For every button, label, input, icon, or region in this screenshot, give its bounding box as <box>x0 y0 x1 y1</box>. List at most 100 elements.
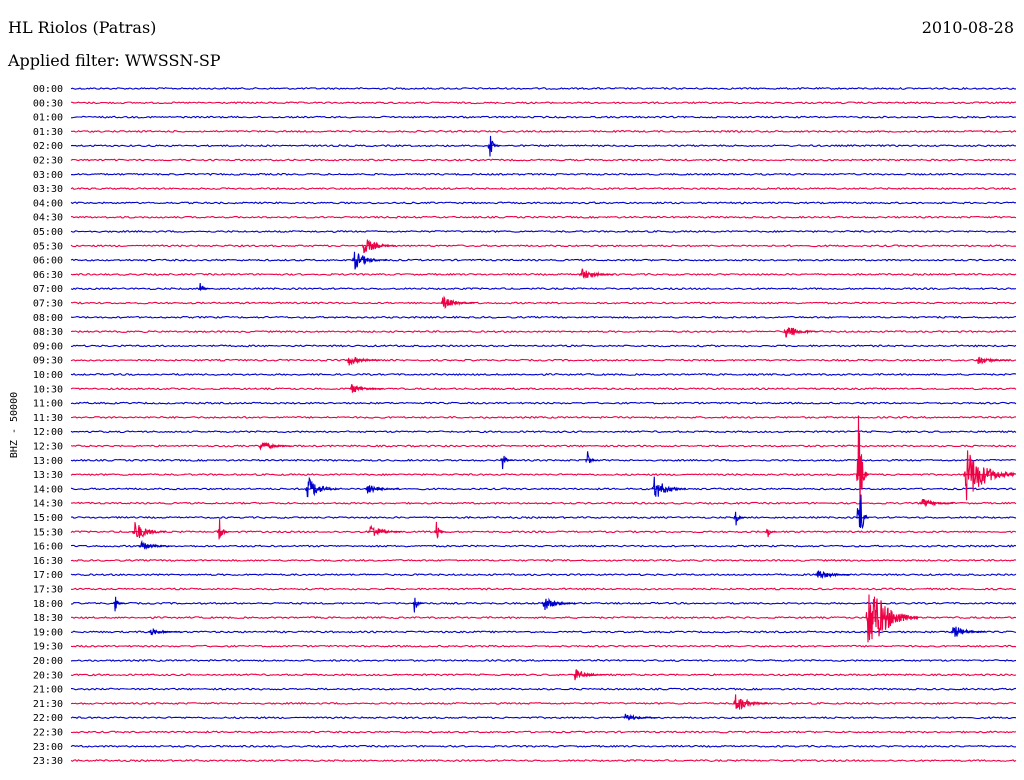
trace-line <box>70 330 1017 334</box>
seismic-event <box>351 251 387 270</box>
seismic-event <box>733 511 746 526</box>
trace-line <box>70 387 1017 391</box>
row-label: 07:00 <box>33 284 63 295</box>
seismic-event <box>147 627 183 636</box>
row-label: 08:00 <box>33 313 63 324</box>
row-label: 08:30 <box>33 327 63 338</box>
seismic-event <box>487 135 501 157</box>
trace-line <box>70 616 1017 620</box>
row-labels: 00:00 00:30 01:00 01:30 02:00 02:30 03:00 03:30… <box>33 84 63 767</box>
seismic-event <box>865 594 919 643</box>
row-label: 19:00 <box>33 627 63 638</box>
trace-line <box>70 244 1017 248</box>
trace-line <box>70 587 1017 591</box>
trace-line <box>70 515 1017 519</box>
trace-line <box>70 530 1017 534</box>
trace-line <box>70 86 1017 90</box>
trace-line <box>70 201 1017 205</box>
row-label: 12:00 <box>33 427 63 438</box>
row-label: 17:30 <box>33 585 63 596</box>
trace-line <box>70 401 1017 405</box>
row-label: 14:30 <box>33 499 63 510</box>
trace-line <box>70 673 1017 677</box>
row-label: 10:00 <box>33 370 63 381</box>
seismic-event <box>197 283 211 292</box>
row-label: 15:30 <box>33 527 63 538</box>
trace-line <box>70 558 1017 562</box>
seismic-event <box>433 521 447 539</box>
seismic-event <box>440 295 475 310</box>
seismic-event <box>364 485 400 494</box>
row-label: 00:30 <box>33 98 63 109</box>
row-label: 11:00 <box>33 399 63 410</box>
row-label: 11:30 <box>33 413 63 424</box>
row-label: 10:30 <box>33 384 63 395</box>
trace-line <box>70 115 1017 119</box>
row-label: 06:00 <box>33 256 63 267</box>
row-label: 16:30 <box>33 556 63 567</box>
trace-line <box>70 744 1017 748</box>
seismic-event <box>500 455 513 470</box>
station-title: HL Riolos (Patras) <box>8 18 157 37</box>
seismic-event <box>651 476 687 497</box>
filter-subtitle: Applied filter: WWSSN-SP <box>8 51 221 70</box>
row-label: 04:00 <box>33 198 63 209</box>
seismic-event <box>975 356 1011 365</box>
seismic-event <box>783 327 819 338</box>
seismic-event <box>541 597 576 611</box>
row-label: 09:30 <box>33 356 63 367</box>
trace-line <box>70 430 1017 434</box>
trace-line <box>70 187 1017 191</box>
traces <box>70 86 1017 763</box>
seismic-event <box>764 528 778 538</box>
events <box>112 135 1016 721</box>
row-label: 22:00 <box>33 713 63 724</box>
row-label: 07:30 <box>33 299 63 310</box>
trace-line <box>70 315 1017 319</box>
row-label: 04:30 <box>33 213 63 224</box>
row-label: 00:00 <box>33 84 63 95</box>
row-label: 02:30 <box>33 156 63 167</box>
row-label: 21:00 <box>33 685 63 696</box>
trace-line <box>70 258 1017 262</box>
row-label: 22:30 <box>33 728 63 739</box>
trace-line <box>70 158 1017 162</box>
row-label: 18:30 <box>33 613 63 624</box>
trace-line <box>70 487 1017 491</box>
seismic-event <box>349 384 384 393</box>
trace-line <box>70 630 1017 634</box>
seismic-event <box>950 626 986 637</box>
seismic-event <box>412 597 425 613</box>
row-label: 01:00 <box>33 113 63 124</box>
trace-line <box>70 415 1017 419</box>
seismic-event <box>361 239 397 254</box>
seismic-event <box>963 450 1016 501</box>
seismic-event <box>733 694 768 710</box>
seismic-event <box>304 476 340 498</box>
row-label: 14:00 <box>33 484 63 495</box>
seismic-event <box>815 570 850 580</box>
row-label: 05:00 <box>33 227 63 238</box>
trace-line <box>70 272 1017 276</box>
row-label: 17:00 <box>33 570 63 581</box>
row-label: 13:30 <box>33 470 63 481</box>
trace-line <box>70 759 1017 763</box>
row-label: 15:00 <box>33 513 63 524</box>
y-axis-label: BHZ - 50000 <box>9 392 20 458</box>
trace-line <box>70 172 1017 176</box>
seismic-event <box>585 451 598 464</box>
seismic-event <box>345 356 381 366</box>
row-label: 02:00 <box>33 141 63 152</box>
trace-line <box>70 215 1017 219</box>
seismic-event <box>855 415 869 513</box>
row-label: 18:00 <box>33 599 63 610</box>
trace-line <box>70 544 1017 548</box>
trace-line <box>70 473 1017 477</box>
seismic-event <box>623 713 658 721</box>
trace-line <box>70 301 1017 305</box>
seismic-event <box>131 522 167 539</box>
row-label: 01:30 <box>33 127 63 138</box>
seismic-event <box>367 524 403 536</box>
row-label: 03:00 <box>33 170 63 181</box>
